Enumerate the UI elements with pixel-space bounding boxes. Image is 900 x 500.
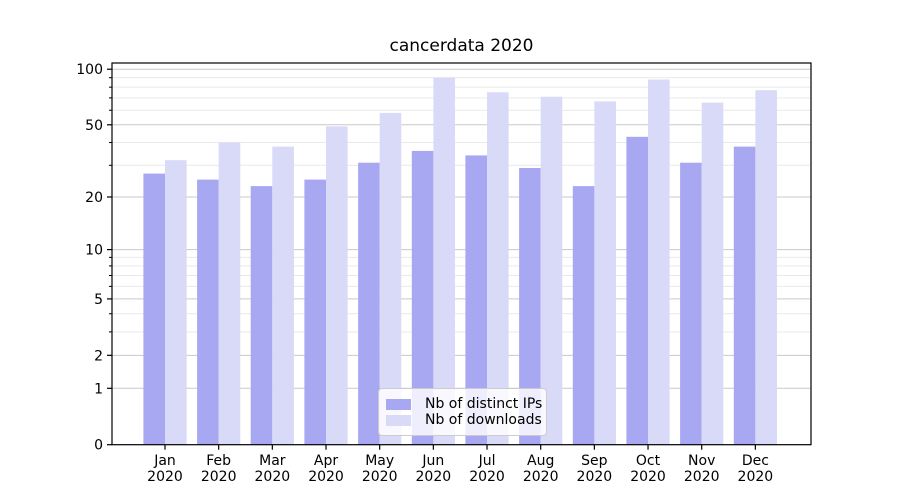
bar-apr-distinct-ips [304,179,326,445]
x-tick-label-year-oct: 2020 [630,469,666,485]
y-tick-label-2: 2 [94,348,103,364]
y-tick-label-10: 10 [85,243,103,259]
legend-label-downloads: Nb of downloads [425,412,542,428]
bar-mar-distinct-ips [250,186,273,445]
bar-jan-downloads [165,160,187,445]
x-tick-label-year-may: 2020 [362,469,398,485]
bar-nov-downloads [701,102,724,445]
bar-oct-downloads [648,79,670,445]
bar-dec-downloads [755,90,777,445]
bar-sep-downloads [594,101,616,445]
bar-jan-distinct-ips [143,173,165,445]
y-tick-label-20: 20 [85,190,103,206]
bar-jun-downloads [433,77,455,445]
x-tick-label-year-feb: 2020 [201,469,237,485]
x-tick-label-year-aug: 2020 [523,469,559,485]
x-tick-label-month-oct: Oct [636,453,661,469]
chart-title: cancerdata 2020 [389,36,534,56]
legend-label-distinct-ips: Nb of distinct IPs [425,396,543,412]
bar-sep-distinct-ips [572,186,595,445]
bar-mar-downloads [272,146,294,445]
y-tick-label-100: 100 [76,62,103,78]
y-tick-label-50: 50 [85,118,103,134]
y-tick-label-0: 0 [94,438,103,454]
x-tick-label-month-jan: Jan [153,453,176,469]
x-tick-label-month-sep: Sep [581,453,608,469]
bar-nov-distinct-ips [680,162,702,445]
x-tick-label-year-mar: 2020 [255,469,291,485]
legend: Nb of distinct IPs Nb of downloads [378,388,547,436]
bar-aug-downloads [540,96,563,445]
bar-apr-downloads [326,126,348,445]
x-tick-label-year-jul: 2020 [469,469,505,485]
x-tick-label-month-mar: Mar [259,453,286,469]
bar-aug-distinct-ips [519,168,541,445]
x-tick-label-year-dec: 2020 [738,469,774,485]
bar-jun-distinct-ips [411,150,434,445]
bar-may-distinct-ips [358,162,380,445]
bar-jul-distinct-ips [465,155,487,445]
x-tick-label-year-sep: 2020 [577,469,613,485]
x-tick-label-month-jul: Jul [478,453,496,469]
x-tick-label-month-may: May [365,453,394,469]
y-tick-label-5: 5 [94,292,103,308]
x-tick-label-month-nov: Nov [688,453,715,469]
x-tick-label-month-dec: Dec [742,453,769,469]
legend-swatch-distinct-ips [386,398,411,410]
bar-oct-distinct-ips [626,136,648,445]
bar-dec-distinct-ips [733,146,756,445]
x-tick-label-year-apr: 2020 [308,469,344,485]
bar-may-downloads [379,112,402,445]
x-tick-label-month-feb: Feb [206,453,231,469]
bar-jul-downloads [487,92,509,445]
x-tick-label-year-jun: 2020 [416,469,452,485]
x-tick-label-year-jan: 2020 [147,469,183,485]
x-tick-label-year-nov: 2020 [684,469,720,485]
bar-feb-downloads [218,142,241,445]
axes-border [111,62,812,446]
x-tick-label-month-apr: Apr [314,453,338,469]
x-tick-label-month-jun: Jun [421,453,444,469]
x-tick-label-month-aug: Aug [527,453,554,469]
bar-feb-distinct-ips [197,179,219,445]
legend-swatch-downloads [386,414,411,426]
legend-item-distinct-ips: Nb of distinct IPs [386,396,542,412]
y-tick-label-1: 1 [94,381,103,397]
legend-item-downloads: Nb of downloads [386,412,542,428]
